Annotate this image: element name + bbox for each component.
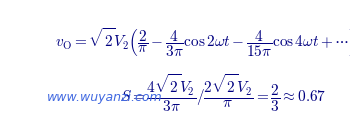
Text: www.wuyanzi.com: www.wuyanzi.com [47, 91, 162, 104]
Text: $v_{\mathrm{O}} = \sqrt{2}V_2\left(\dfrac{2}{\pi} - \dfrac{4}{3\pi}\cos 2\omega : $v_{\mathrm{O}} = \sqrt{2}V_2\left(\dfra… [55, 26, 350, 59]
Text: $S = \dfrac{4\sqrt{2}V_2}{3\pi} / \dfrac{2\sqrt{2}V_2}{\pi} = \dfrac{2}{3} \appr: $S = \dfrac{4\sqrt{2}V_2}{3\pi} / \dfrac… [120, 73, 326, 114]
